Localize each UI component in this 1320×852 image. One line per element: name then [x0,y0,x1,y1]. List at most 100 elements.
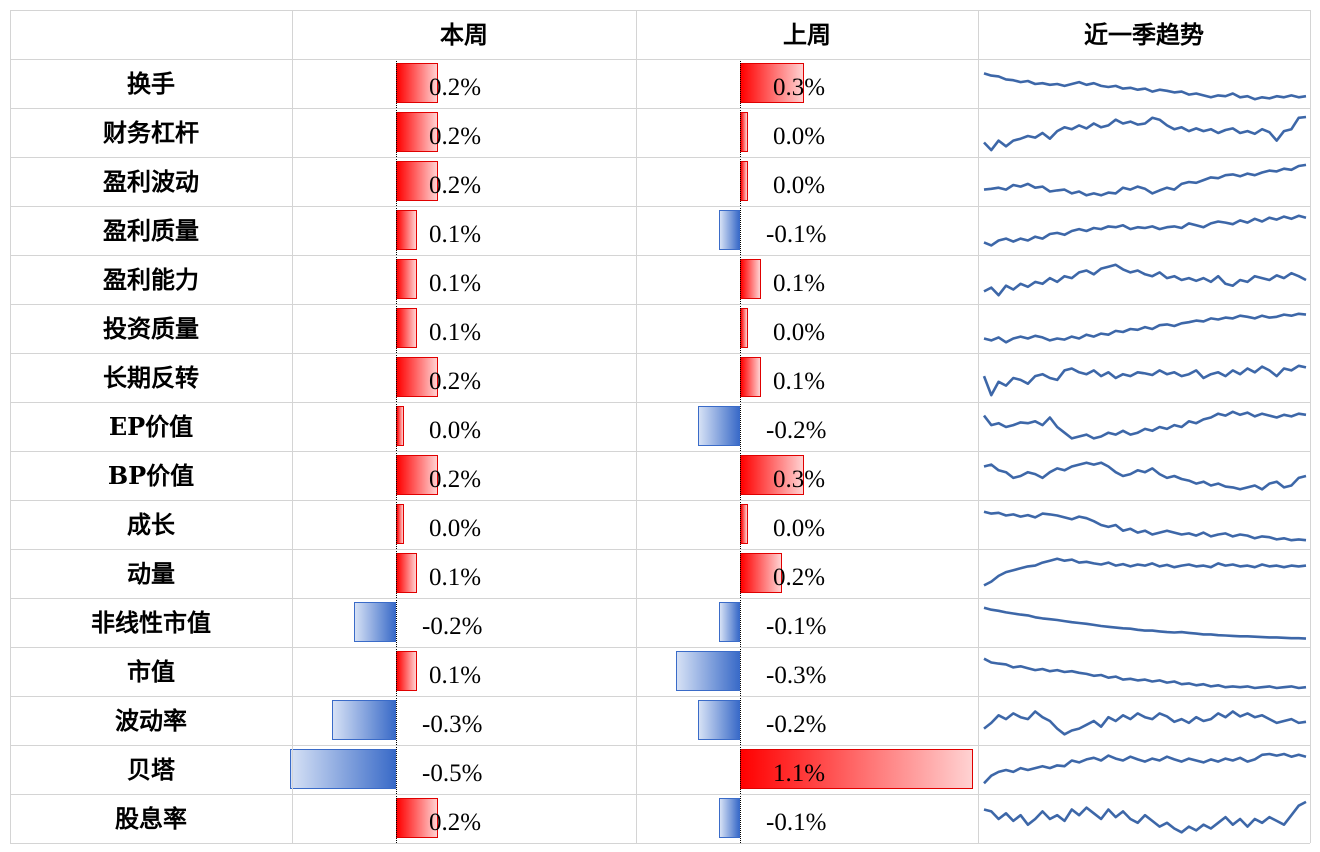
last-week-value: -0.1% [766,809,827,836]
factor-label: 长期反转 [103,363,199,392]
trend-sparkline [983,510,1307,542]
last-week-axis [740,353,741,402]
last-week-value: 0.1% [773,368,826,395]
last-week-axis [740,598,741,647]
trend-sparkline [983,710,1307,736]
grid-hline [10,549,1310,550]
trend-sparkline [983,214,1307,247]
this-week-bar [396,63,439,103]
factor-label: 市值 [127,657,175,686]
this-week-value: 0.1% [429,270,482,297]
trend-sparkline [983,72,1307,101]
table-row: 市值 0.1% -0.3% [0,647,1320,696]
this-week-value: 0.2% [429,123,482,150]
this-week-bar [396,651,418,691]
this-week-axis [396,255,397,304]
this-week-axis [396,59,397,108]
last-week-bar [740,259,762,299]
last-week-axis [740,696,741,745]
last-week-value: 0.3% [773,466,826,493]
last-week-bar [718,798,740,838]
this-week-axis [396,353,397,402]
this-week-axis [396,794,397,843]
table-row: EP价值 0.0% -0.2% [0,402,1320,451]
last-week-bar [740,357,762,397]
grid-vline [978,10,979,843]
this-week-bar [396,406,404,446]
table-row: 贝塔 -0.5% 1.1% [0,745,1320,794]
this-week-bar [396,259,418,299]
table-row: 盈利能力 0.1% 0.1% [0,255,1320,304]
last-week-axis [740,745,741,794]
this-week-value: 0.1% [429,564,482,591]
this-week-bar [290,749,396,789]
table-row: 非线性市值 -0.2% -0.1% [0,598,1320,647]
trend-sparkline [983,800,1307,834]
last-week-bar [740,63,804,103]
this-week-bar [396,210,418,250]
this-week-axis [396,549,397,598]
trend-line [982,410,1307,440]
trend-sparkline [983,752,1307,785]
last-week-value: 0.1% [773,270,826,297]
trend-line [983,214,1307,247]
table-row: 波动率 -0.3% -0.2% [0,696,1320,745]
this-week-value: -0.2% [422,613,483,640]
trend-line [983,115,1307,152]
last-week-axis [740,255,741,304]
last-week-value: 0.0% [773,123,826,150]
this-week-bar [396,504,404,544]
this-week-value: -0.5% [422,760,483,787]
trend-line [983,800,1307,834]
last-week-value: -0.2% [766,417,827,444]
trend-line [983,510,1307,542]
factor-label: 股息率 [115,804,187,833]
trend-line [983,163,1307,197]
trend-sparkline [983,657,1307,690]
factor-label: 换手 [127,69,175,98]
header-trend: 近一季趋势 [1084,20,1204,49]
last-week-bar [740,161,748,201]
trend-line [982,364,1307,397]
last-week-value: -0.1% [766,613,827,640]
last-week-axis [740,157,741,206]
factor-label: EP价值 [108,412,194,441]
this-week-axis [396,745,397,794]
factor-label: 盈利波动 [103,167,199,196]
this-week-value: 0.0% [429,417,482,444]
table-row: 长期反转 0.2% 0.1% [0,353,1320,402]
factor-label: 盈利质量 [103,216,199,245]
grid-hline [10,304,1310,305]
this-week-bar [396,161,439,201]
last-week-bar [718,602,740,642]
table-row: 盈利波动 0.2% 0.0% [0,157,1320,206]
last-week-axis [740,549,741,598]
this-week-bar [396,112,439,152]
trend-sparkline [983,606,1307,640]
header-factor [10,10,292,59]
grid-hline [10,59,1310,60]
trend-line [983,557,1307,587]
this-week-axis [396,402,397,451]
last-week-value: -0.1% [766,221,827,248]
grid-hline [10,10,1310,11]
this-week-value: 0.1% [429,662,482,689]
grid-hline [10,843,1310,844]
trend-line [983,657,1307,690]
table-row: 换手 0.2% 0.3% [0,59,1320,108]
this-week-value: 0.2% [429,172,482,199]
trend-line [983,72,1307,101]
last-week-value: 0.3% [773,74,826,101]
trend-sparkline [983,263,1307,297]
trend-sparkline [983,557,1307,587]
last-week-value: 0.0% [773,319,826,346]
table-row: 股息率 0.2% -0.1% [0,794,1320,843]
factor-label: 投资质量 [103,314,199,343]
this-week-axis [396,598,397,647]
last-week-value: 1.1% [773,760,826,787]
trend-line [983,461,1307,491]
factor-label: 动量 [127,559,175,588]
this-week-value: 0.0% [429,515,482,542]
this-week-bar [332,700,396,740]
last-week-bar [718,210,740,250]
